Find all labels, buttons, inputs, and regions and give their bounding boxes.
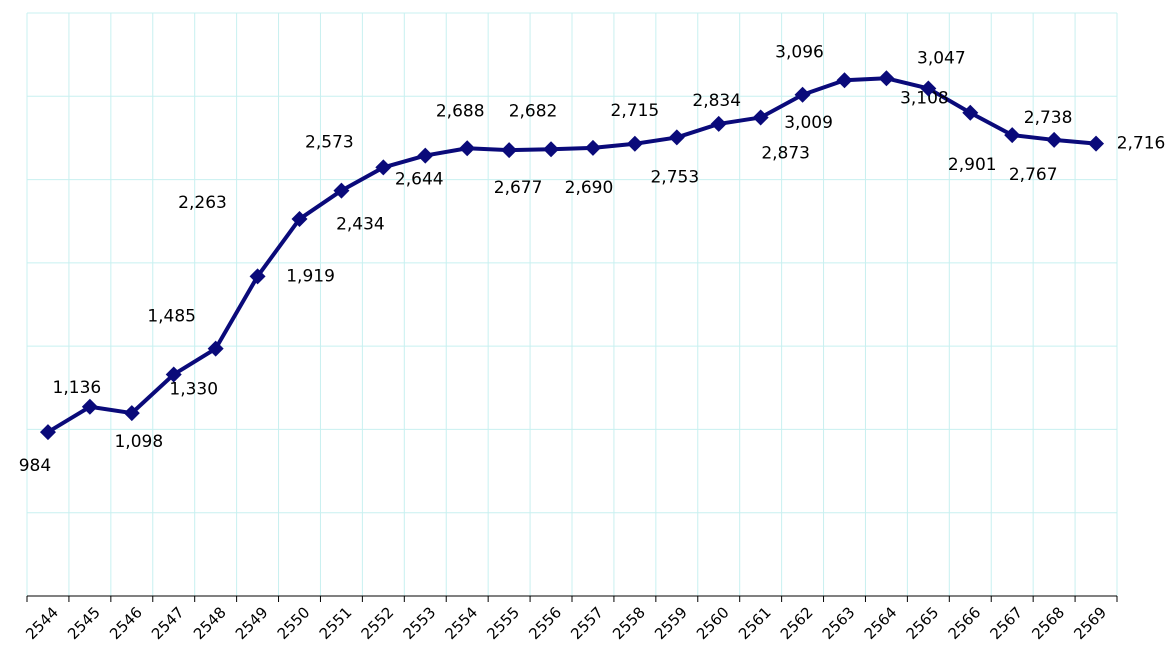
x-tick-label: 2552 — [358, 603, 398, 643]
data-label: 2,690 — [565, 178, 614, 198]
x-tick-label: 2567 — [986, 603, 1026, 643]
x-tick-label: 2566 — [945, 603, 985, 643]
marker — [710, 115, 727, 132]
marker — [1004, 127, 1021, 144]
x-tick-label: 2563 — [819, 603, 859, 643]
data-label: 1,485 — [147, 307, 196, 327]
x-tick-label: 2545 — [64, 603, 104, 643]
marker — [81, 398, 98, 415]
data-label: 1,098 — [114, 432, 163, 452]
x-tick-label: 2556 — [525, 603, 565, 643]
marker — [962, 104, 979, 121]
marker — [794, 86, 811, 103]
marker — [878, 70, 895, 87]
data-label: 2,263 — [178, 193, 227, 213]
marker — [668, 129, 685, 146]
data-label: 2,738 — [1024, 108, 1073, 128]
x-tick-label: 2565 — [903, 603, 943, 643]
marker — [207, 340, 224, 357]
x-tick-label: 2547 — [148, 603, 188, 643]
x-tick-label: 2544 — [22, 603, 62, 643]
data-label: 1,330 — [169, 379, 218, 399]
data-label: 1,136 — [53, 378, 102, 398]
line — [46, 76, 1097, 434]
marker — [459, 140, 476, 157]
x-tick-label: 2559 — [651, 603, 691, 643]
x-tick-label: 2550 — [274, 603, 314, 643]
data-label: 2,644 — [395, 170, 444, 190]
data-label: 2,753 — [650, 167, 699, 187]
marker — [249, 268, 266, 285]
x-tick-label: 2568 — [1028, 603, 1068, 643]
data-label: 984 — [19, 456, 51, 476]
data-label: 2,716 — [1117, 134, 1166, 154]
x-tick-label: 2554 — [441, 603, 481, 643]
marker — [123, 405, 140, 422]
marker — [291, 211, 308, 228]
data-label: 3,047 — [917, 48, 966, 68]
x-tick-label: 2549 — [232, 603, 272, 643]
x-tick-label: 2561 — [735, 603, 775, 643]
data-label: 2,834 — [692, 91, 741, 111]
data-label: 2,677 — [494, 178, 543, 198]
data-label: 2,767 — [1009, 165, 1058, 185]
marker — [39, 424, 56, 441]
x-tick-label: 2562 — [777, 603, 817, 643]
data-label: 2,573 — [305, 132, 354, 152]
x-tick-label: 2551 — [316, 603, 356, 643]
marker — [1046, 131, 1063, 148]
marker — [165, 366, 182, 383]
marker — [752, 109, 769, 126]
x-tick-label: 2546 — [106, 603, 146, 643]
marker — [836, 72, 853, 89]
data-label: 2,682 — [509, 101, 558, 121]
data-label: 2,688 — [436, 101, 485, 121]
data-label: 2,873 — [761, 143, 810, 163]
marker — [333, 182, 350, 199]
x-tick-label: 2569 — [1070, 603, 1110, 643]
data-label: 3,108 — [900, 88, 949, 108]
data-label: 2,715 — [611, 101, 660, 121]
marker — [375, 159, 392, 176]
marker — [501, 142, 518, 159]
marker — [543, 141, 560, 158]
marker — [920, 80, 937, 97]
marker — [417, 147, 434, 164]
x-tick-label: 2560 — [693, 603, 733, 643]
x-tick-label: 2558 — [609, 603, 649, 643]
x-tick-label: 2557 — [567, 603, 607, 643]
x-tick-label: 2548 — [190, 603, 230, 643]
data-label: 3,096 — [775, 42, 824, 62]
marker — [1088, 135, 1105, 152]
marker — [584, 139, 601, 156]
x-tick-label: 2564 — [861, 603, 901, 643]
x-tick-label: 2555 — [483, 603, 523, 643]
data-label: 2,901 — [948, 155, 997, 175]
data-label: 3,009 — [784, 113, 833, 133]
marker — [626, 135, 643, 152]
data-label: 1,919 — [286, 266, 335, 286]
data-label: 2,434 — [336, 215, 385, 235]
x-tick-label: 2553 — [400, 603, 440, 643]
